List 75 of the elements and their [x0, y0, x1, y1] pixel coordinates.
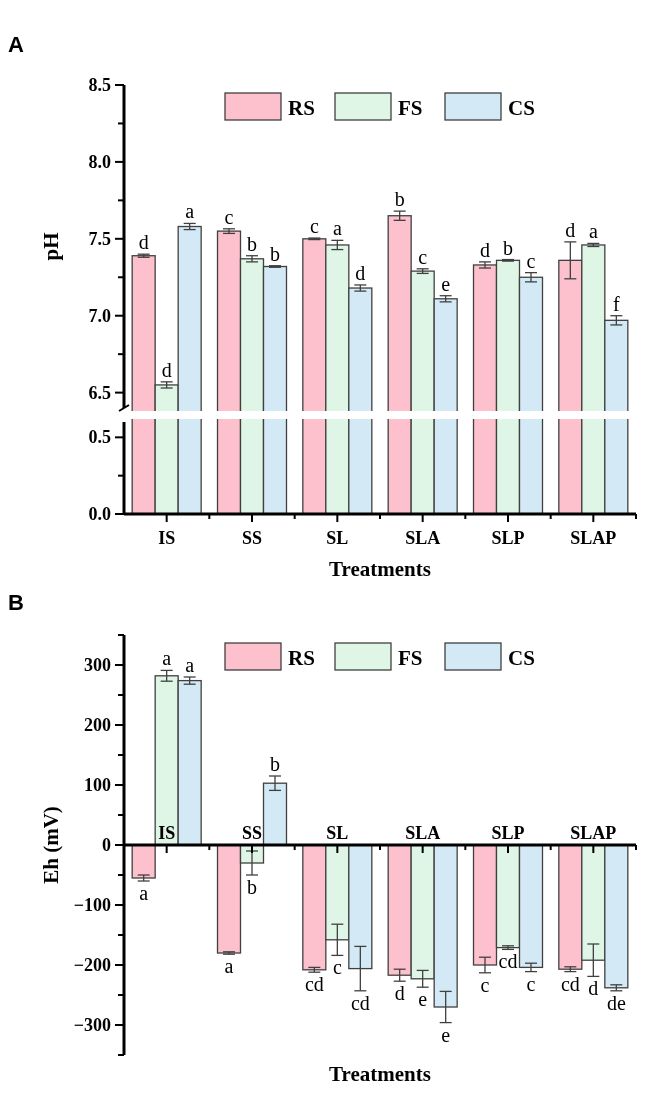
- data-label: b: [394, 188, 405, 211]
- x-tick-label: SS: [241, 823, 263, 843]
- x-tick-label: SL: [326, 823, 349, 843]
- data-label: cd: [350, 991, 370, 1014]
- data-label: e: [441, 1023, 451, 1046]
- data-label: a: [224, 955, 234, 978]
- data-label: d: [355, 261, 366, 284]
- data-label: a: [185, 200, 195, 223]
- y-tick-label: 200: [84, 715, 111, 735]
- legend-label: RS: [288, 646, 315, 670]
- data-label: e: [441, 272, 451, 295]
- data-label: c: [480, 973, 490, 996]
- data-label: f: [613, 292, 620, 315]
- chart-title: B: [8, 590, 24, 615]
- x-axis-title: Treatments: [329, 1062, 431, 1086]
- data-label: c: [526, 249, 536, 272]
- data-label: c: [332, 956, 342, 979]
- data-label: cd: [498, 950, 518, 973]
- x-tick-label: IS: [158, 528, 176, 548]
- data-label: a: [588, 220, 598, 243]
- legend-label: CS: [508, 96, 535, 120]
- chart-title: A: [8, 32, 24, 57]
- legend-label: CS: [508, 646, 535, 670]
- data-label: c: [224, 205, 234, 228]
- x-tick-label: SL: [326, 528, 349, 548]
- data-label: c: [526, 972, 536, 995]
- data-label: d: [588, 977, 599, 1000]
- legend-label: FS: [398, 96, 423, 120]
- y-tick-label: −100: [73, 895, 111, 915]
- data-label: c: [309, 215, 319, 238]
- data-label: d: [565, 218, 576, 241]
- y-tick-label: 8.5: [88, 75, 111, 95]
- data-label: c: [418, 245, 428, 268]
- y-tick-label: 0.0: [88, 504, 111, 524]
- data-label: b: [247, 232, 257, 255]
- data-label: b: [503, 236, 513, 259]
- data-label: d: [480, 238, 490, 261]
- y-tick-label: −200: [73, 955, 111, 975]
- x-tick-label: IS: [158, 823, 176, 843]
- y-tick-label: 300: [84, 655, 111, 675]
- x-tick-label: SLA: [405, 528, 441, 548]
- x-axis-title: Treatments: [329, 557, 431, 581]
- y-tick-label: 7.0: [88, 305, 111, 326]
- data-label: e: [418, 988, 428, 1011]
- data-label: d: [161, 358, 172, 381]
- data-label: b: [247, 876, 257, 898]
- x-tick-label: SLAP: [570, 528, 617, 548]
- x-tick-label: SS: [241, 528, 263, 548]
- data-label: cd: [560, 972, 580, 995]
- data-label: a: [139, 882, 149, 904]
- data-label: a: [185, 654, 195, 676]
- data-label: d: [394, 982, 405, 1005]
- x-tick-label: SLP: [491, 823, 525, 843]
- legend-label: FS: [398, 646, 423, 670]
- x-tick-label: SLA: [405, 823, 441, 843]
- y-tick-label: −300: [73, 1015, 111, 1035]
- y-tick-label: 100: [84, 775, 111, 795]
- bar: [131, 844, 156, 879]
- y-tick-label: 6.5: [88, 382, 111, 403]
- data-label: cd: [304, 973, 324, 996]
- data-label: a: [332, 217, 342, 240]
- y-tick-label: 7.5: [88, 228, 111, 249]
- x-tick-label: SLP: [491, 528, 525, 548]
- y-tick-label: 8.0: [88, 151, 111, 172]
- y-axis-title: pH: [39, 232, 63, 261]
- data-label: a: [162, 647, 172, 670]
- data-label: b: [270, 753, 280, 775]
- x-tick-label: SLAP: [570, 823, 617, 843]
- y-tick-label: 0: [102, 835, 111, 855]
- data-label: d: [138, 231, 149, 254]
- legend-label: RS: [288, 96, 315, 120]
- data-label: b: [270, 242, 280, 265]
- y-tick-label: 0.5: [88, 427, 111, 448]
- y-axis-title: Eh (mV): [39, 806, 63, 884]
- data-label: de: [606, 991, 626, 1014]
